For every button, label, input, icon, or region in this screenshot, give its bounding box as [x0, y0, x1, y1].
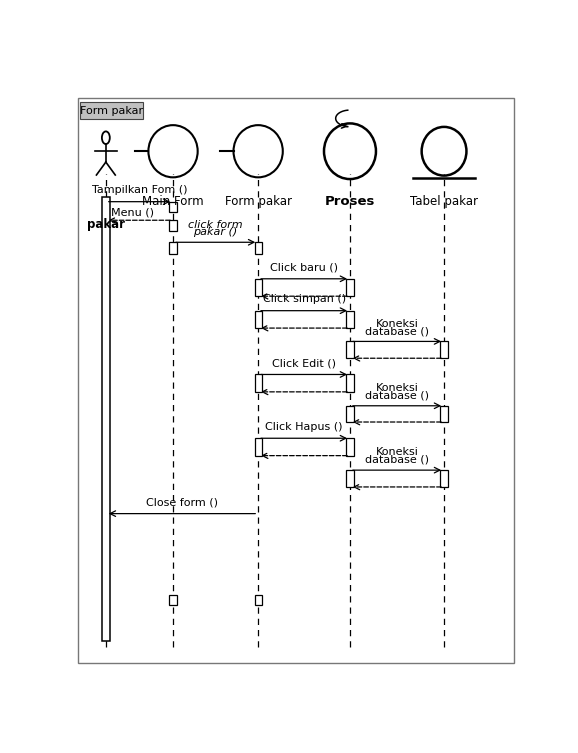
Text: Koneksi: Koneksi — [376, 383, 418, 393]
Bar — [169, 220, 177, 231]
Text: Tabel pakar: Tabel pakar — [410, 195, 478, 208]
Bar — [254, 438, 262, 456]
Text: Form pakar: Form pakar — [80, 105, 143, 116]
Text: database (): database () — [365, 455, 429, 465]
Text: Koneksi: Koneksi — [376, 447, 418, 457]
Text: pakar (): pakar () — [194, 227, 238, 237]
Text: Click baru (): Click baru () — [270, 262, 338, 273]
Bar — [169, 202, 177, 212]
Bar — [346, 341, 354, 358]
Bar — [169, 595, 177, 605]
Bar — [346, 374, 354, 392]
Bar — [254, 311, 262, 328]
Bar — [80, 102, 143, 120]
Text: database (): database () — [365, 391, 429, 401]
Text: Main Form: Main Form — [142, 195, 204, 208]
Text: Click Edit (): Click Edit () — [272, 358, 336, 368]
Bar — [346, 311, 354, 328]
Bar — [440, 341, 447, 358]
Text: Tampilkan Fom (): Tampilkan Fom () — [92, 185, 187, 195]
Text: click form: click form — [188, 220, 243, 230]
Bar — [254, 374, 262, 392]
Bar — [440, 406, 447, 422]
Text: Click Hapus (): Click Hapus () — [265, 422, 343, 432]
Bar — [346, 438, 354, 456]
Text: Koneksi: Koneksi — [376, 319, 418, 328]
Text: database (): database () — [365, 326, 429, 336]
Bar — [254, 242, 262, 254]
Bar — [346, 279, 354, 296]
Bar — [346, 470, 354, 487]
Text: pakar: pakar — [87, 218, 125, 231]
Text: Menu (): Menu () — [111, 207, 154, 218]
Bar — [254, 595, 262, 605]
Bar — [440, 470, 447, 487]
Text: Proses: Proses — [325, 195, 375, 208]
Bar — [102, 197, 110, 642]
Bar — [169, 242, 177, 254]
Text: Click simpan (): Click simpan () — [262, 294, 346, 304]
Text: Close form (): Close form () — [146, 497, 218, 508]
Text: Form pakar: Form pakar — [225, 195, 292, 208]
Bar — [254, 279, 262, 296]
Bar — [346, 406, 354, 422]
